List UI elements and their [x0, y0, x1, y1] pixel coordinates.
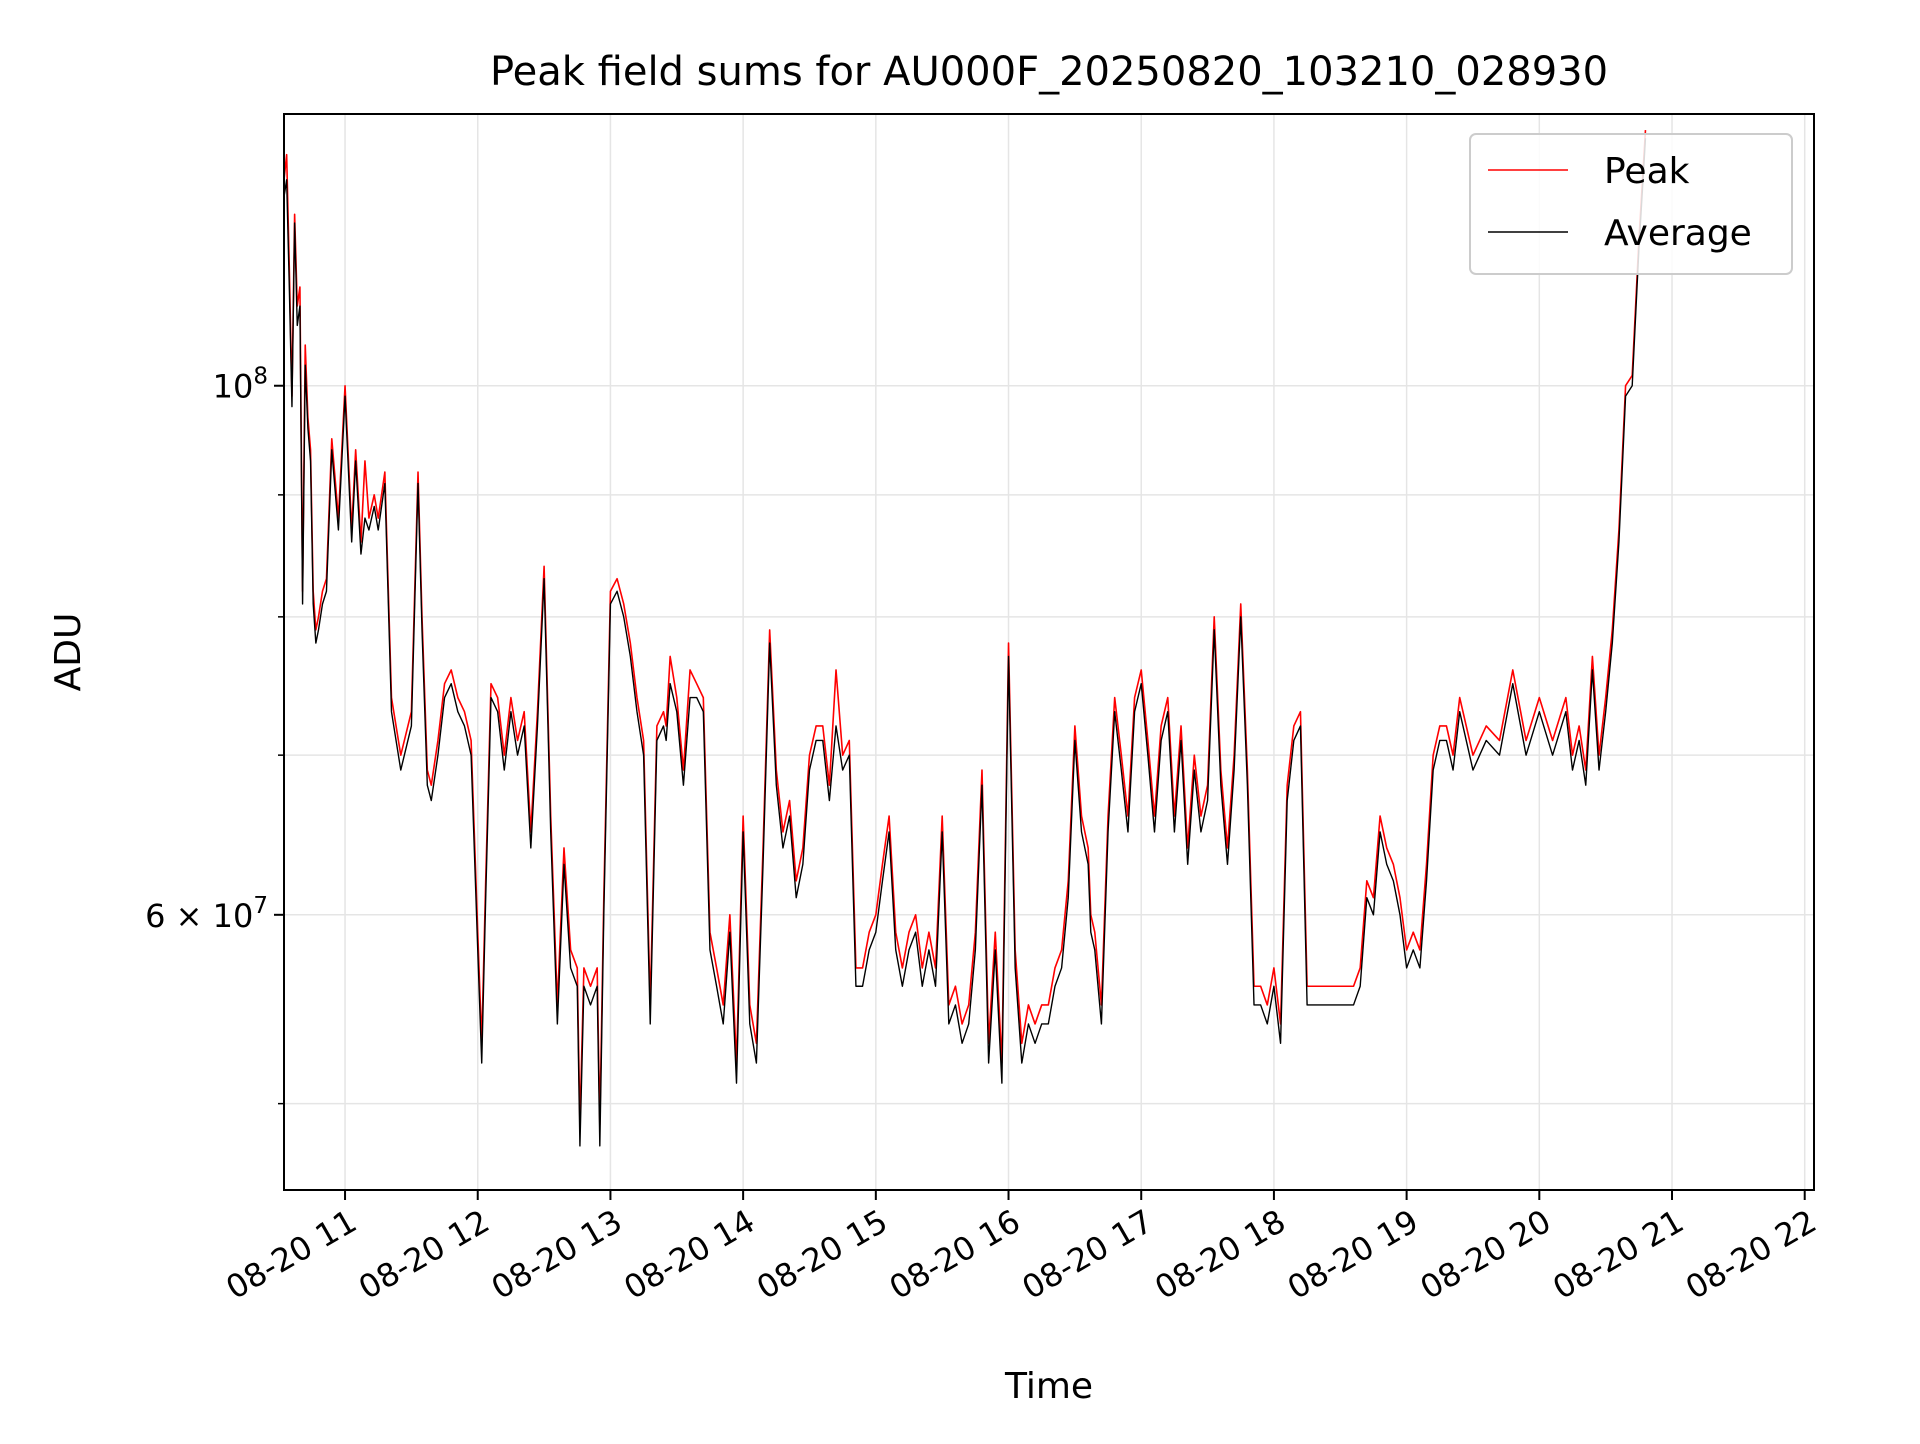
y-tick-label: 108 — [213, 364, 268, 406]
x-tick-label: 08-20 17 — [1016, 1202, 1160, 1307]
series-line-peak — [283, 130, 1647, 1126]
x-tick-label: 08-20 19 — [1281, 1202, 1425, 1307]
x-tick-label: 08-20 15 — [750, 1202, 894, 1307]
x-tick-label: 08-20 12 — [352, 1202, 496, 1307]
y-axis-ticks: 6 × 107 108 — [145, 364, 284, 1105]
x-tick-label: 08-20 14 — [618, 1202, 762, 1307]
y-tick-label: 6 × 107 — [145, 893, 268, 935]
legend-label-average: Average — [1604, 213, 1752, 254]
plot-area-frame — [283, 113, 1815, 1191]
chart-title: Peak field sums for AU000F_20250820_1032… — [490, 49, 1608, 95]
series-line-average — [283, 138, 1647, 1147]
data-series — [283, 130, 1647, 1147]
x-tick-label: 08-20 22 — [1679, 1202, 1823, 1307]
x-tick-label: 08-20 20 — [1414, 1202, 1558, 1307]
x-tick-label: 08-20 18 — [1148, 1202, 1292, 1307]
legend-label-peak: Peak — [1604, 151, 1690, 192]
x-tick-label: 08-20 13 — [485, 1202, 629, 1307]
x-tick-label: 08-20 21 — [1546, 1202, 1690, 1307]
grid-lines — [284, 114, 1814, 1190]
legend-box — [1469, 133, 1793, 275]
x-tick-label: 08-20 11 — [219, 1202, 363, 1307]
chart-legend: Peak Average — [1469, 133, 1793, 275]
x-axis-label: Time — [1004, 1366, 1093, 1407]
y-axis-label: ADU — [48, 613, 89, 692]
x-tick-label: 08-20 16 — [883, 1202, 1027, 1307]
